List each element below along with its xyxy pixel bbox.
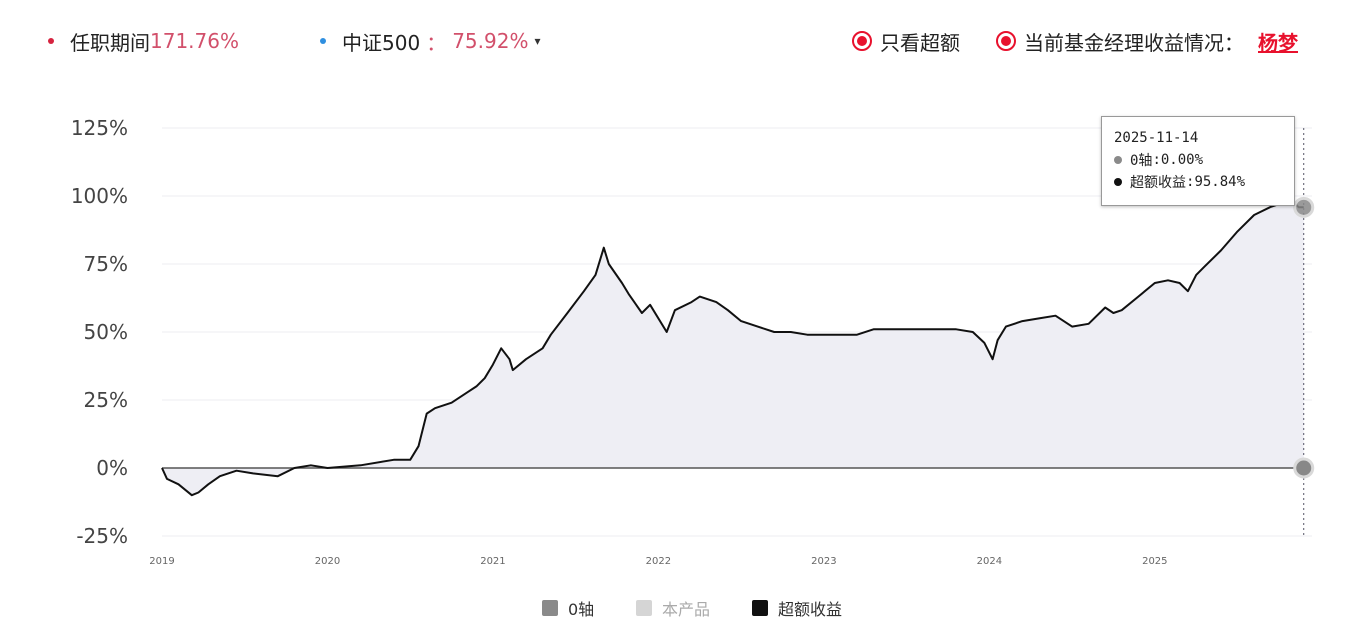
excess-only-toggle[interactable]: 只看超额 <box>852 26 960 56</box>
current-manager-label: 当前基金经理收益情况： <box>1024 30 1244 55</box>
legend-swatch-zero-axis <box>542 600 558 616</box>
x-tick-label: 2022 <box>646 556 671 567</box>
x-axis-ticks: 2019 2020 2021 2022 2023 2024 2025 <box>149 556 1167 567</box>
index-dot-icon <box>320 38 326 44</box>
legend-item-zero-axis[interactable]: 0轴 <box>542 596 594 620</box>
tooltip-excess-row: 超额收益: 95.84% <box>1114 171 1282 193</box>
product-area <box>162 201 1304 496</box>
chart-tooltip: 2025-11-14 0轴: 0.00% 超额收益: 95.84% <box>1101 116 1295 206</box>
tenure-value: 171.76% <box>150 29 239 53</box>
excess-return-chart[interactable]: -25% 0% 25% 50% 75% 100% 125% 2019 2020 2021 2022… <box>0 90 1372 580</box>
y-tick-label: 125% <box>71 116 128 140</box>
x-tick-label: 2021 <box>480 556 505 567</box>
tooltip-zero-value: 0.00% <box>1160 152 1204 168</box>
tooltip-zero-row: 0轴: 0.00% <box>1114 149 1282 171</box>
excess-only-label: 只看超额 <box>880 30 960 55</box>
excess-only-radio-icon[interactable] <box>852 31 872 51</box>
legend-label-zero-axis: 0轴 <box>568 600 595 619</box>
x-tick-label: 2020 <box>315 556 340 567</box>
current-manager-toggle[interactable]: 当前基金经理收益情况： 杨梦 <box>996 26 1298 56</box>
legend-item-product[interactable]: 本产品 <box>636 596 710 620</box>
y-tick-label: 100% <box>71 184 128 208</box>
current-manager-radio-icon[interactable] <box>996 31 1016 51</box>
index-separator: ： <box>426 30 447 55</box>
index-return[interactable]: 中证500 ： 75.92% ▾ <box>320 26 540 56</box>
legend-item-excess[interactable]: 超额收益 <box>752 596 842 620</box>
tooltip-zero-label: 0轴 <box>1130 153 1153 169</box>
tooltip-excess-colon: : <box>1186 174 1195 190</box>
x-tick-label: 2023 <box>811 556 836 567</box>
legend-label-product: 本产品 <box>662 600 711 619</box>
tenure-label: 任职期间 <box>70 30 150 55</box>
tooltip-excess-value: 95.84% <box>1194 174 1246 190</box>
y-axis-ticks: -25% 0% 25% 50% 75% 100% 125% <box>71 116 128 548</box>
legend-swatch-product <box>636 600 652 616</box>
index-value: 75.92% <box>452 29 529 53</box>
tooltip-excess-label: 超额收益 <box>1130 175 1186 191</box>
tooltip-excess-dot-icon <box>1114 178 1122 186</box>
zero-axis-marker <box>1293 457 1315 479</box>
index-dropdown-icon[interactable]: ▾ <box>534 34 541 48</box>
tenure-dot-icon <box>48 38 54 44</box>
y-tick-label: -25% <box>76 524 128 548</box>
tooltip-date: 2025-11-14 <box>1114 130 1199 146</box>
x-tick-label: 2025 <box>1142 556 1167 567</box>
tenure-return[interactable]: 任职期间 171.76% <box>48 26 239 56</box>
header-bar: 任职期间 171.76% 中证500 ： 75.92% ▾ 只看超额 当前基金经… <box>0 0 1372 80</box>
chart-legend: 0轴 本产品 超额收益 <box>0 596 1372 622</box>
y-tick-label: 25% <box>84 388 128 412</box>
x-tick-label: 2024 <box>977 556 1002 567</box>
y-tick-label: 0% <box>96 456 128 480</box>
tooltip-zero-dot-icon <box>1114 156 1122 164</box>
legend-label-excess: 超额收益 <box>778 600 843 619</box>
excess-return-line <box>161 200 1304 497</box>
tooltip-zero-colon: : <box>1152 152 1161 168</box>
x-tick-label: 2019 <box>149 556 174 567</box>
manager-name-link[interactable]: 杨梦 <box>1258 30 1298 55</box>
excess-return-marker <box>1293 196 1315 218</box>
legend-swatch-excess <box>752 600 768 616</box>
y-tick-label: 75% <box>84 252 128 276</box>
index-label: 中证500 <box>342 30 421 55</box>
y-tick-label: 50% <box>84 320 128 344</box>
